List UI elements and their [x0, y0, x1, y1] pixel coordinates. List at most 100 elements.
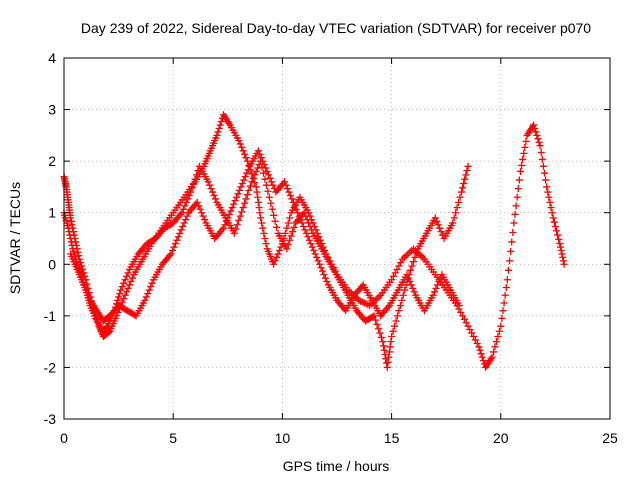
data-point-track-b [68, 241, 76, 249]
data-point-track-a [286, 214, 294, 222]
data-point-track-b [376, 329, 384, 337]
data-point-track-b [306, 222, 314, 230]
data-point-track-c [305, 236, 313, 244]
data-point-track-b [65, 228, 73, 236]
data-point-track-a [533, 131, 541, 139]
data-point-track-b [462, 171, 470, 179]
data-point-track-a [124, 284, 132, 292]
data-point-track-b [393, 312, 401, 320]
data-point-track-a [477, 350, 485, 358]
data-point-track-a [488, 353, 496, 361]
data-point-track-a [262, 240, 270, 248]
data-point-track-a [260, 229, 268, 237]
x-tick-label: 25 [602, 430, 618, 446]
data-point-track-b [67, 235, 75, 242]
data-point-track-a [270, 260, 278, 268]
data-point-track-b [383, 363, 391, 371]
x-tick-label: 20 [493, 430, 509, 446]
data-point-track-a [490, 348, 498, 356]
data-point-track-c [221, 221, 229, 229]
data-point-track-b [192, 171, 200, 179]
data-point-track-b [264, 187, 272, 195]
data-point-track-c [307, 240, 315, 248]
data-point-track-b [388, 332, 396, 340]
data-point-track-a [514, 185, 522, 193]
data-point-track-b [463, 167, 471, 175]
data-point-track-c [234, 190, 242, 198]
data-point-track-a [236, 140, 244, 148]
data-point-track-a [215, 124, 223, 132]
data-point-track-b [207, 185, 215, 193]
data-point-track-c [262, 164, 270, 172]
data-point-track-c [320, 271, 328, 279]
data-point-track-b [179, 205, 187, 213]
data-point-track-c [409, 284, 417, 292]
data-point-track-b [290, 223, 298, 231]
data-point-track-c [317, 264, 325, 272]
data-point-track-a [499, 307, 507, 315]
data-point-track-c [173, 236, 181, 244]
grid [64, 58, 610, 419]
data-point-track-c [225, 210, 233, 218]
data-point-track-b [431, 214, 439, 222]
data-point-track-c [313, 253, 321, 261]
data-point-track-c [267, 178, 275, 186]
data-point-track-b [210, 192, 218, 200]
data-point-track-c [283, 185, 291, 193]
data-point-track-c [145, 286, 153, 294]
data-point-track-c [142, 293, 150, 301]
data-point-track-a [257, 214, 265, 222]
data-point-track-a [508, 238, 516, 246]
data-point-track-a [540, 169, 548, 177]
data-point-track-a [68, 221, 76, 229]
data-point-track-b [377, 333, 385, 341]
data-point-track-b [265, 193, 273, 201]
data-point-track-a [67, 217, 75, 225]
data-point-track-a [255, 204, 263, 212]
y-tick-label: 4 [48, 50, 56, 66]
data-points [60, 111, 568, 371]
data-point-track-a [513, 193, 521, 201]
y-tick-labels: -3 -2 -1 0 1 2 3 4 [44, 50, 57, 427]
data-point-track-c [282, 181, 290, 189]
data-point-track-b [461, 175, 469, 183]
data-point-track-a [261, 235, 269, 242]
data-point-track-a [521, 143, 529, 151]
data-point-track-a [542, 176, 550, 184]
data-point-track-a [241, 150, 249, 158]
data-point-track-c [241, 173, 249, 181]
data-point-track-c [314, 257, 322, 265]
data-point-track-a [539, 162, 547, 170]
data-point-track-a [507, 247, 515, 255]
data-point-track-c [222, 217, 230, 225]
y-tick-label: 2 [48, 153, 56, 169]
data-point-track-a [495, 327, 503, 335]
data-point-track-a [510, 219, 518, 227]
data-point-track-c [403, 271, 411, 279]
data-point-track-b [184, 195, 192, 203]
plot-frame [63, 57, 611, 420]
data-point-track-a [214, 128, 222, 136]
data-point-track-b [380, 346, 388, 354]
data-point-track-b [283, 245, 291, 253]
data-point-track-b [408, 262, 416, 270]
data-point-track-b [259, 169, 267, 177]
data-point-track-c [227, 207, 235, 215]
data-point-track-a [273, 253, 281, 261]
data-point-track-b [268, 205, 276, 213]
data-point-track-a [520, 149, 528, 157]
data-point-track-a [476, 346, 484, 354]
data-point-track-c [311, 250, 319, 258]
data-point-track-a [548, 209, 556, 217]
data-point-track-a [239, 147, 247, 155]
data-point-track-c [404, 274, 412, 282]
data-point-track-b [464, 162, 472, 170]
data-point-track-b [383, 359, 391, 367]
x-axis-title: GPS time / hours [283, 458, 390, 474]
data-point-track-a [551, 222, 559, 230]
data-point-track-c [230, 200, 238, 208]
data-point-track-b [249, 174, 257, 182]
data-point-track-a [213, 131, 221, 139]
data-point-track-c [407, 281, 415, 289]
data-point-track-b [286, 236, 294, 244]
